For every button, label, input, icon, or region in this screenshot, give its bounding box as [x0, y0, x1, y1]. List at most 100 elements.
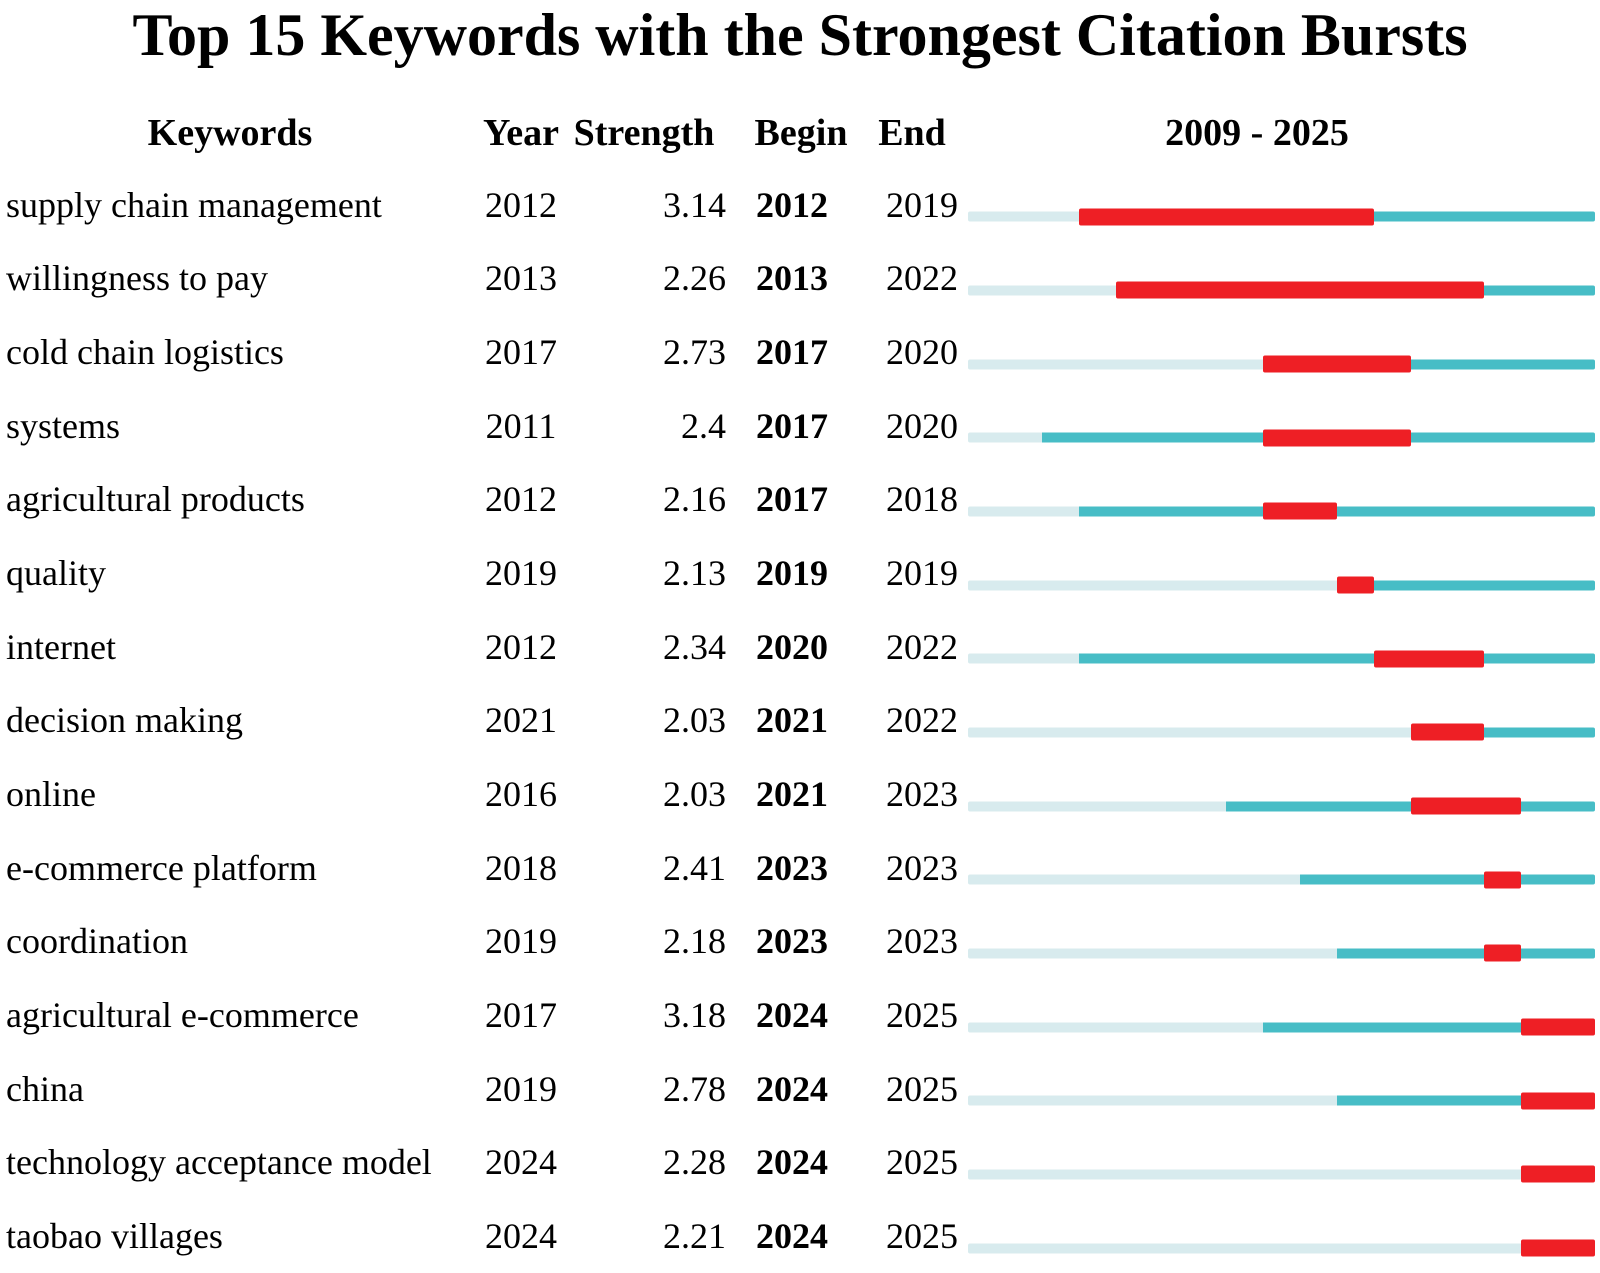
- strength-value: 2.03: [663, 774, 726, 815]
- begin-value: 2024: [756, 1068, 828, 1109]
- burst-segment: [1521, 1018, 1595, 1036]
- pre-appearance-segment: [968, 432, 1042, 443]
- pre-appearance-segment: [968, 580, 1337, 591]
- keyword-label: systems: [6, 405, 121, 446]
- table-row: coordination 2019 2.18 2023 2023: [0, 905, 1600, 979]
- year-value: 2019: [485, 1068, 557, 1109]
- active-segment: [1521, 948, 1595, 959]
- table-row: technology acceptance model 2024 2.28 20…: [0, 1126, 1600, 1200]
- active-segment: [1263, 1022, 1522, 1033]
- year-value: 2012: [485, 479, 557, 520]
- year-value: 2012: [485, 184, 557, 225]
- end-value: 2018: [886, 479, 958, 520]
- table-row: e-commerce platform 2018 2.41 2023 2023: [0, 831, 1600, 905]
- burst-timeline-bar: [968, 429, 1595, 447]
- keyword-label: agricultural e-commerce: [6, 995, 359, 1036]
- year-value: 2017: [485, 332, 557, 373]
- begin-value: 2023: [756, 921, 828, 962]
- burst-segment: [1373, 650, 1485, 668]
- active-segment: [1336, 948, 1485, 959]
- keyword-label: china: [6, 1068, 84, 1109]
- end-value: 2022: [886, 626, 958, 667]
- year-value: 2019: [485, 921, 557, 962]
- year-value: 2012: [485, 626, 557, 667]
- burst-segment: [1078, 208, 1374, 226]
- burst-segment: [1263, 502, 1337, 520]
- active-segment: [1336, 506, 1595, 517]
- pre-appearance-segment: [968, 285, 1116, 296]
- table-row: agricultural e-commerce 2017 3.18 2024 2…: [0, 978, 1600, 1052]
- burst-segment: [1410, 797, 1522, 815]
- burst-segment: [1521, 1165, 1595, 1183]
- table-row: taobao villages 2024 2.21 2024 2025: [0, 1199, 1600, 1273]
- pre-appearance-segment: [968, 1169, 1522, 1180]
- strength-value: 2.73: [663, 332, 726, 373]
- burst-timeline-bar: [968, 208, 1595, 226]
- burst-timeline-bar: [968, 871, 1595, 889]
- header-year: Year: [483, 112, 559, 154]
- year-value: 2013: [485, 258, 557, 299]
- keyword-label: internet: [6, 626, 116, 667]
- keyword-label: decision making: [6, 700, 243, 741]
- keyword-label: willingness to pay: [6, 258, 268, 299]
- table-row: cold chain logistics 2017 2.73 2017 2020: [0, 315, 1600, 389]
- end-value: 2025: [886, 1068, 958, 1109]
- active-segment: [1484, 285, 1595, 296]
- keyword-label: quality: [6, 553, 106, 594]
- strength-value: 2.26: [663, 258, 726, 299]
- strength-value: 2.16: [663, 479, 726, 520]
- pre-appearance-segment: [968, 211, 1079, 222]
- strength-value: 2.18: [663, 921, 726, 962]
- pre-appearance-segment: [968, 801, 1227, 812]
- pre-appearance-segment: [968, 1095, 1337, 1106]
- pre-appearance-segment: [968, 874, 1300, 885]
- strength-value: 3.18: [663, 995, 726, 1036]
- strength-value: 3.14: [663, 184, 726, 225]
- strength-value: 2.03: [663, 700, 726, 741]
- year-value: 2017: [485, 995, 557, 1036]
- pre-appearance-segment: [968, 1022, 1264, 1033]
- burst-timeline-bar: [968, 797, 1595, 815]
- burst-timeline-bar: [968, 1018, 1595, 1036]
- burst-segment: [1115, 281, 1485, 299]
- burst-timeline-bar: [968, 944, 1595, 962]
- table-row: agricultural products 2012 2.16 2017 201…: [0, 463, 1600, 537]
- begin-value: 2021: [756, 700, 828, 741]
- header-end: End: [878, 112, 946, 154]
- strength-value: 2.78: [663, 1068, 726, 1109]
- table-row: supply chain management 2012 3.14 2012 2…: [0, 168, 1600, 242]
- active-segment: [1336, 1095, 1522, 1106]
- end-value: 2023: [886, 921, 958, 962]
- year-value: 2024: [485, 1142, 557, 1183]
- active-segment: [1521, 874, 1595, 885]
- year-value: 2018: [485, 847, 557, 888]
- end-value: 2019: [886, 184, 958, 225]
- keyword-label: agricultural products: [6, 479, 305, 520]
- burst-segment: [1263, 355, 1411, 373]
- pre-appearance-segment: [968, 727, 1411, 738]
- keyword-label: technology acceptance model: [6, 1142, 432, 1183]
- active-segment: [1226, 801, 1411, 812]
- header-begin: Begin: [754, 112, 848, 154]
- pre-appearance-segment: [968, 359, 1264, 370]
- table-row: quality 2019 2.13 2019 2019: [0, 536, 1600, 610]
- end-value: 2025: [886, 995, 958, 1036]
- burst-segment: [1336, 576, 1374, 594]
- header-timeline-range: 2009 - 2025: [1165, 112, 1349, 154]
- table-row: internet 2012 2.34 2020 2022: [0, 610, 1600, 684]
- burst-timeline-bar: [968, 576, 1595, 594]
- active-segment: [1078, 506, 1264, 517]
- table-row: systems 2011 2.4 2017 2020: [0, 389, 1600, 463]
- burst-segment: [1521, 1092, 1595, 1110]
- keyword-label: taobao villages: [6, 1216, 223, 1257]
- burst-timeline-bar: [968, 355, 1595, 373]
- year-value: 2011: [485, 405, 557, 446]
- strength-value: 2.4: [681, 405, 726, 446]
- begin-value: 2021: [756, 774, 828, 815]
- active-segment: [1410, 359, 1595, 370]
- burst-segment: [1484, 944, 1522, 962]
- end-value: 2022: [886, 700, 958, 741]
- burst-timeline-bar: [968, 1092, 1595, 1110]
- burst-timeline-bar: [968, 281, 1595, 299]
- active-segment: [1484, 653, 1595, 664]
